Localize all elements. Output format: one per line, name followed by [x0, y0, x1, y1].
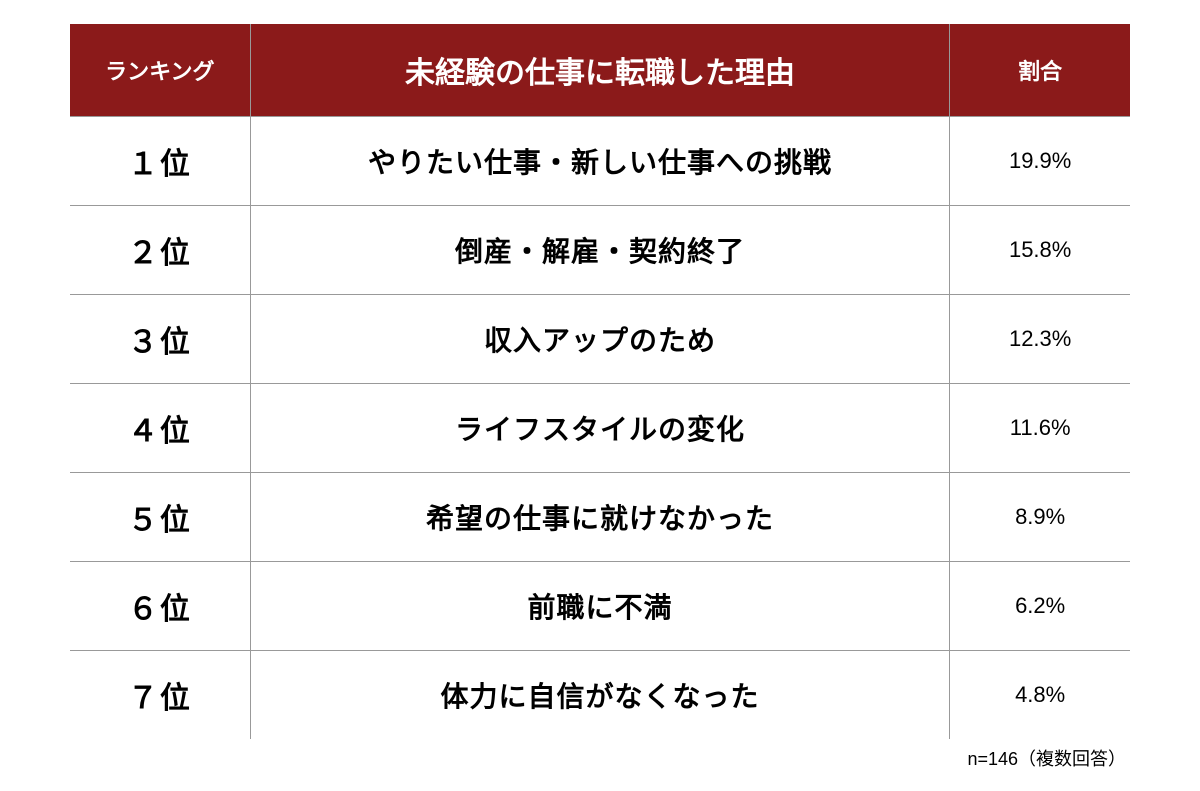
- reason-cell: ライフスタイルの変化: [250, 384, 950, 473]
- percent-cell: 12.3%: [950, 295, 1130, 384]
- table-row: ７位体力に自信がなくなった4.8%: [70, 651, 1130, 740]
- reason-cell: 倒産・解雇・契約終了: [250, 206, 950, 295]
- reason-cell: 体力に自信がなくなった: [250, 651, 950, 740]
- percent-cell: 8.9%: [950, 473, 1130, 562]
- table-row: １位やりたい仕事・新しい仕事への挑戦19.9%: [70, 117, 1130, 206]
- rank-cell: ７位: [70, 651, 250, 740]
- rank-cell: ６位: [70, 562, 250, 651]
- footnote: n=146（複数回答）: [70, 745, 1130, 771]
- rank-cell: ５位: [70, 473, 250, 562]
- rank-cell: ２位: [70, 206, 250, 295]
- ranking-table: ランキング 未経験の仕事に転職した理由 割合 １位やりたい仕事・新しい仕事への挑…: [70, 24, 1130, 739]
- reason-cell: 前職に不満: [250, 562, 950, 651]
- percent-cell: 4.8%: [950, 651, 1130, 740]
- rank-cell: ３位: [70, 295, 250, 384]
- percent-cell: 15.8%: [950, 206, 1130, 295]
- reason-cell: 希望の仕事に就けなかった: [250, 473, 950, 562]
- percent-cell: 11.6%: [950, 384, 1130, 473]
- table-row: ２位倒産・解雇・契約終了15.8%: [70, 206, 1130, 295]
- percent-cell: 6.2%: [950, 562, 1130, 651]
- table-row: ６位前職に不満6.2%: [70, 562, 1130, 651]
- rank-cell: ４位: [70, 384, 250, 473]
- reason-cell: やりたい仕事・新しい仕事への挑戦: [250, 117, 950, 206]
- reason-cell: 収入アップのため: [250, 295, 950, 384]
- table-row: ５位希望の仕事に就けなかった8.9%: [70, 473, 1130, 562]
- percent-cell: 19.9%: [950, 117, 1130, 206]
- rank-cell: １位: [70, 117, 250, 206]
- table-row: ４位ライフスタイルの変化11.6%: [70, 384, 1130, 473]
- table-header-row: ランキング 未経験の仕事に転職した理由 割合: [70, 24, 1130, 117]
- table-row: ３位収入アップのため12.3%: [70, 295, 1130, 384]
- header-percent: 割合: [950, 24, 1130, 117]
- header-reason: 未経験の仕事に転職した理由: [250, 24, 950, 117]
- ranking-table-container: ランキング 未経験の仕事に転職した理由 割合 １位やりたい仕事・新しい仕事への挑…: [70, 24, 1130, 771]
- header-rank: ランキング: [70, 24, 250, 117]
